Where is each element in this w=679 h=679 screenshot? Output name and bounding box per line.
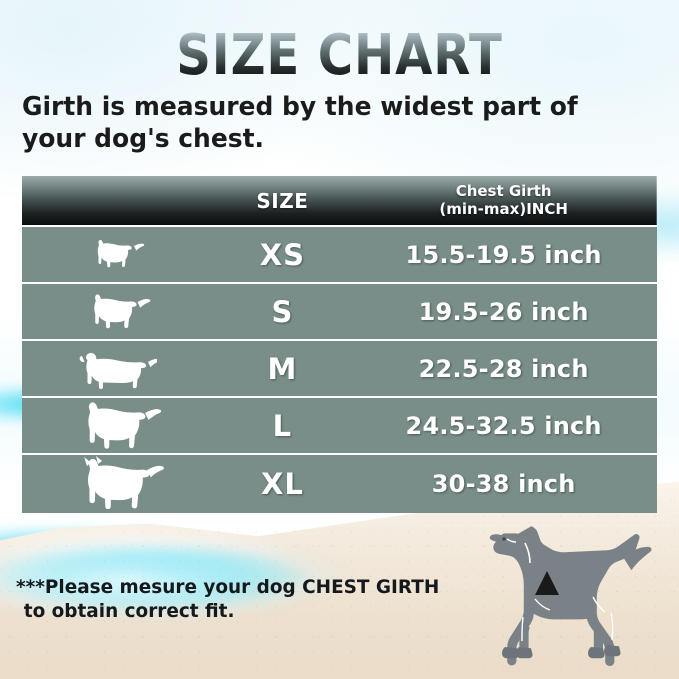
water-highlight-right: [499, 180, 679, 270]
cell-size: L: [272, 408, 293, 443]
table-row: L 24.5-32.5 inch: [22, 397, 657, 454]
dog-body-silhouette: [489, 526, 652, 666]
table-row: XS 15.5-19.5 inch: [22, 226, 657, 283]
dog-greatdane-icon: [84, 456, 165, 510]
column-header-chest-girth-line2: (min-max)INCH: [439, 199, 568, 218]
table-row: M 22.5-28 inch: [22, 340, 657, 397]
cell-dog-icon: [22, 454, 215, 513]
table-header: SIZE Chest Girth (min-max)INCH: [22, 176, 657, 226]
cell-chest-girth: 15.5-19.5 inch: [405, 240, 602, 269]
cell-size: M: [267, 351, 298, 386]
cell-size: S: [271, 294, 294, 329]
table-row: S 19.5-26 inch: [22, 283, 657, 340]
measurement-note: ***Please mesure your dog CHEST GIRTH to…: [16, 576, 501, 624]
table-header-row: SIZE Chest Girth (min-max)INCH: [22, 176, 657, 226]
column-header-icon: [22, 176, 215, 226]
column-header-chest-girth: Chest Girth (min-max)INCH: [350, 176, 657, 226]
size-chart-table: SIZE Chest Girth (min-max)INCH XS 15.5-1…: [22, 176, 657, 513]
page-title: SIZE CHART: [48, 28, 632, 84]
dog-mastiff-icon: [88, 401, 162, 449]
dog-dachshund-icon: [79, 352, 158, 389]
cell-size: XS: [259, 237, 306, 272]
column-header-chest-girth-line1: Chest Girth: [455, 182, 552, 201]
page-subtitle: Girth is measured by the widest part of …: [22, 92, 578, 154]
cell-dog-icon: [22, 226, 215, 283]
cell-chest-girth: 19.5-26 inch: [418, 297, 589, 326]
measurement-note-line1: ***Please mesure your dog CHEST GIRTH: [16, 576, 440, 598]
column-header-size: SIZE: [256, 188, 309, 213]
cell-dog-icon: [22, 340, 215, 397]
dog-chest-girth-diagram: [489, 526, 652, 666]
dog-terrier-icon: [94, 293, 151, 328]
table-body: XS 15.5-19.5 inch S 19.5-26 inch: [22, 226, 657, 513]
table-row: XL 30-38 inch: [22, 454, 657, 513]
cell-chest-girth: 24.5-32.5 inch: [405, 411, 602, 440]
dog-chihuahua-icon: [98, 239, 145, 267]
cell-dog-icon: [22, 283, 215, 340]
cell-chest-girth: 30-38 inch: [431, 470, 576, 498]
cell-chest-girth: 22.5-28 inch: [418, 354, 589, 383]
up-arrow-chest-marker: [535, 571, 559, 595]
measurement-note-line2: to obtain correct fit.: [23, 599, 235, 622]
cell-size: XL: [260, 467, 304, 501]
cell-dog-icon: [22, 397, 215, 454]
